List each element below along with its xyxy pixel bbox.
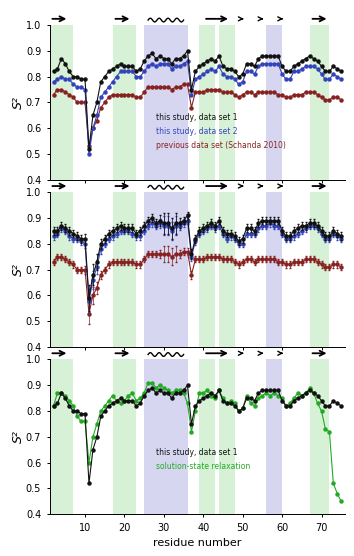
Bar: [50, 25, 73, 180]
Bar: [219, 360, 235, 514]
Bar: [199, 360, 215, 514]
Bar: [144, 25, 188, 180]
Bar: [199, 192, 215, 347]
Y-axis label: S²: S²: [11, 430, 24, 443]
Bar: [219, 25, 235, 180]
Bar: [310, 192, 329, 347]
Text: solution-state relaxation: solution-state relaxation: [156, 462, 250, 471]
Bar: [310, 25, 329, 180]
Text: this study, data set 1: this study, data set 1: [156, 113, 238, 122]
Bar: [199, 25, 215, 180]
Text: this study, data set 1: this study, data set 1: [156, 448, 238, 457]
Text: this study, data set 2: this study, data set 2: [156, 127, 238, 136]
Text: previous data set (Schanda 2010): previous data set (Schanda 2010): [156, 141, 286, 150]
Bar: [50, 360, 73, 514]
Bar: [266, 25, 282, 180]
Y-axis label: S²: S²: [11, 96, 24, 109]
Bar: [266, 360, 282, 514]
Bar: [113, 192, 136, 347]
Y-axis label: S²: S²: [11, 263, 24, 276]
Bar: [266, 192, 282, 347]
Bar: [113, 360, 136, 514]
Bar: [50, 192, 73, 347]
Bar: [144, 360, 188, 514]
X-axis label: residue number: residue number: [153, 538, 241, 548]
Bar: [113, 25, 136, 180]
Bar: [219, 192, 235, 347]
Bar: [144, 192, 188, 347]
Bar: [310, 360, 329, 514]
